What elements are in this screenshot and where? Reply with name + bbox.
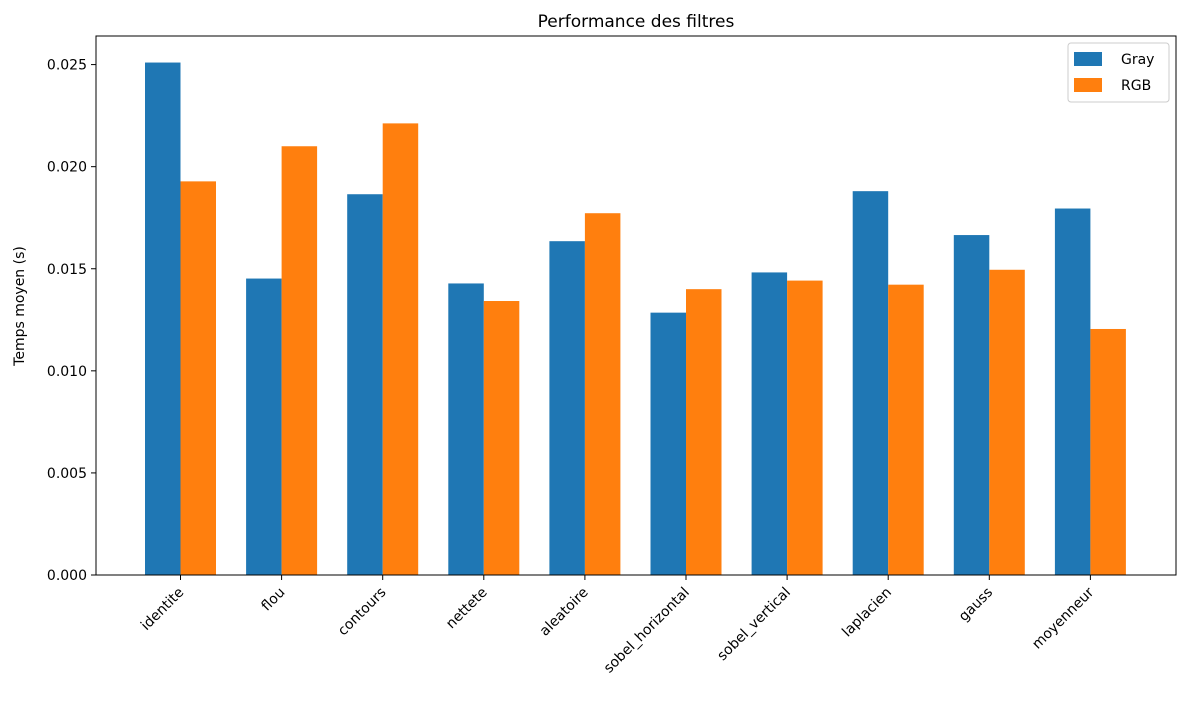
plot-frame: [95, 35, 1177, 576]
bar-rgb-gauss: [989, 269, 1025, 575]
bars-group: [145, 62, 1126, 576]
bar-gray-sobel-vertical: [751, 272, 788, 575]
bar-gray-identite: [145, 62, 181, 575]
y-tick-label: 0.010: [47, 364, 87, 380]
bar-gray-nettete: [448, 283, 484, 575]
bar-rgb-laplacien: [888, 284, 924, 575]
legend-swatch-gray: [1074, 52, 1102, 66]
x-tick-label: moyenneur: [1029, 584, 1097, 652]
x-tick-label: contours: [335, 585, 390, 640]
bar-rgb-contours: [382, 123, 419, 575]
x-tick-label: identite: [138, 585, 187, 634]
bar-gray-aleatoire: [549, 241, 585, 575]
legend-label-rgb: RGB: [1121, 78, 1151, 94]
bar-rgb-nettete: [483, 301, 520, 575]
chart-title: Performance des filtres: [538, 12, 735, 32]
y-tick-label: 0.015: [47, 262, 87, 278]
bar-rgb-moyenneur: [1090, 328, 1126, 575]
y-tick-label: 0.020: [47, 160, 87, 176]
x-tick-label: flou: [259, 585, 289, 615]
x-axis-ticks: identite flou contours nettete aleatoire sobe…: [138, 575, 1097, 676]
bar-rgb-aleatoire: [584, 213, 621, 575]
x-tick-label: gauss: [956, 585, 996, 625]
x-tick-label: laplacien: [839, 585, 895, 641]
x-tick-label: sobel_vertical: [714, 585, 794, 665]
y-axis-ticks: 0.000 0.005 0.010 0.015 0.020 0.025: [47, 58, 96, 584]
legend-label-gray: Gray: [1121, 52, 1154, 68]
bar-rgb-flou: [281, 146, 318, 575]
bar-gray-contours: [347, 194, 383, 575]
bar-gray-sobel-horizontal: [650, 312, 686, 575]
y-tick-label: 0.005: [47, 466, 87, 482]
legend: Gray RGB: [1067, 42, 1170, 103]
legend-swatch-rgb: [1074, 78, 1102, 92]
x-tick-label: sobel_horizontal: [601, 585, 693, 677]
x-tick-label: nettete: [443, 585, 491, 633]
bar-gray-laplacien: [852, 191, 889, 575]
bar-rgb-identite: [180, 181, 216, 575]
bar-gray-moyenneur: [1054, 208, 1091, 576]
x-tick-label: aleatoire: [537, 585, 592, 640]
y-tick-label: 0.025: [47, 58, 87, 74]
bar-gray-flou: [246, 278, 282, 575]
bar-rgb-sobel-vertical: [787, 280, 823, 575]
bar-gray-gauss: [953, 235, 990, 575]
y-tick-label: 0.000: [47, 568, 87, 584]
y-axis-label: Temps moyen (s): [12, 246, 28, 367]
bar-rgb-sobel-horizontal: [686, 289, 722, 575]
